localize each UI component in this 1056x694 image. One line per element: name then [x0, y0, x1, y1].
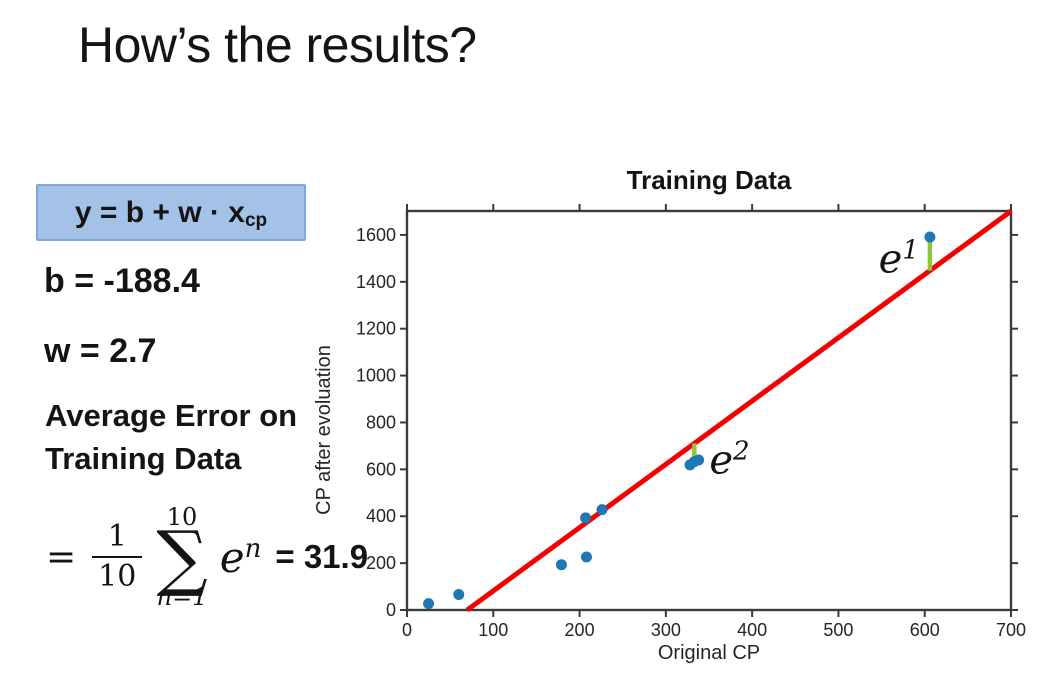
y-tick-label: 800: [366, 412, 396, 432]
error-term-base: e: [219, 532, 245, 582]
x-tick-label: 500: [823, 620, 853, 640]
x-tick-label: 700: [996, 620, 1026, 640]
scatter-point: [423, 598, 435, 610]
y-tick-label: 600: [366, 459, 396, 479]
scatter-point: [580, 512, 592, 524]
x-tick-label: 600: [910, 620, 940, 640]
summation: 10 ∑ n=1: [156, 505, 207, 609]
error-annotation: e1: [879, 236, 919, 283]
slide-title: How’s the results?: [78, 17, 477, 73]
y-tick-label: 200: [366, 553, 396, 573]
y-tick-label: 0: [386, 600, 396, 620]
scatter-point: [684, 459, 696, 471]
model-formula-text: y = b + w · x: [74, 195, 245, 229]
scatter-point: [596, 504, 608, 516]
x-tick-label: 200: [565, 620, 595, 640]
error-term-exponent: n: [244, 533, 262, 564]
plot-frame: [405, 209, 1013, 612]
y-tick-label: 1200: [356, 319, 396, 339]
fraction-numerator: 1: [107, 519, 127, 554]
y-tick-label: 1000: [356, 366, 396, 386]
y-tick-label: 1600: [356, 225, 396, 245]
error-result: = 31.9: [275, 538, 369, 575]
chart-title: Training Data: [627, 165, 792, 195]
error-annotation: e2: [709, 437, 749, 484]
summation-symbol: ∑: [156, 514, 208, 599]
model-formula-subscript: cp: [244, 209, 268, 231]
error-term: en: [220, 533, 262, 582]
summation-lower-limit: n=1: [156, 583, 208, 612]
x-tick-label: 300: [651, 620, 681, 640]
average-error-label: Average Error on Training Data: [45, 394, 297, 480]
summation-upper-limit: 10: [166, 502, 198, 531]
y-axis-label: CP after evoluation: [313, 345, 335, 515]
average-error-line1: Average Error on: [45, 398, 298, 433]
scatter-point: [453, 589, 465, 601]
model-formula-box: y = b + w · x cp: [36, 184, 306, 241]
scatter-point: [924, 231, 936, 243]
error-formula: = 1 10 10 ∑ n=1 en = 31.9: [46, 488, 368, 626]
scatter-point: [555, 559, 567, 571]
regression-line: [465, 209, 1013, 613]
x-tick-label: 100: [478, 620, 508, 640]
fraction: 1 10: [92, 519, 143, 592]
scatter-point: [580, 551, 592, 563]
x-axis-label: Original CP: [658, 642, 760, 664]
fraction-denominator: 10: [92, 556, 143, 592]
b-value-text: b = -188.4: [44, 262, 200, 300]
average-error-line2: Training Data: [45, 441, 242, 476]
y-tick-label: 400: [366, 506, 396, 526]
y-tick-label: 1400: [356, 272, 396, 292]
equals-sign: =: [46, 536, 77, 578]
x-tick-label: 400: [737, 620, 767, 640]
w-value-text: w = 2.7: [44, 332, 157, 370]
x-tick-label: 0: [402, 620, 412, 640]
